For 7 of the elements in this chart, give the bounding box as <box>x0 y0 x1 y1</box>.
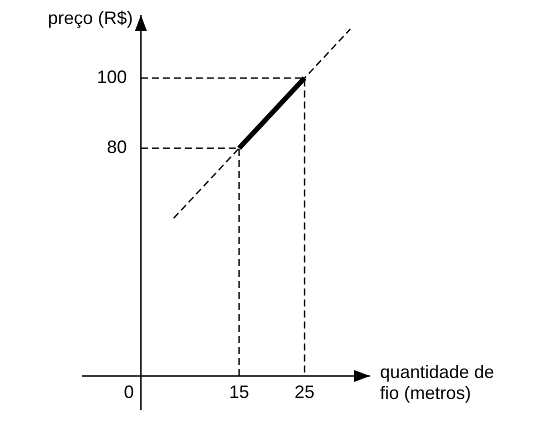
x-tick-label: 25 <box>294 382 315 402</box>
y-axis-title: preço (R$) <box>48 8 133 28</box>
x-tick-label: 0 <box>124 382 134 402</box>
y-tick-label: 80 <box>106 137 127 158</box>
y-tick-label: 100 <box>96 67 127 88</box>
x-axis-title: quantidade de fio (metros) <box>380 362 494 403</box>
x-tick-label: 15 <box>229 382 250 402</box>
